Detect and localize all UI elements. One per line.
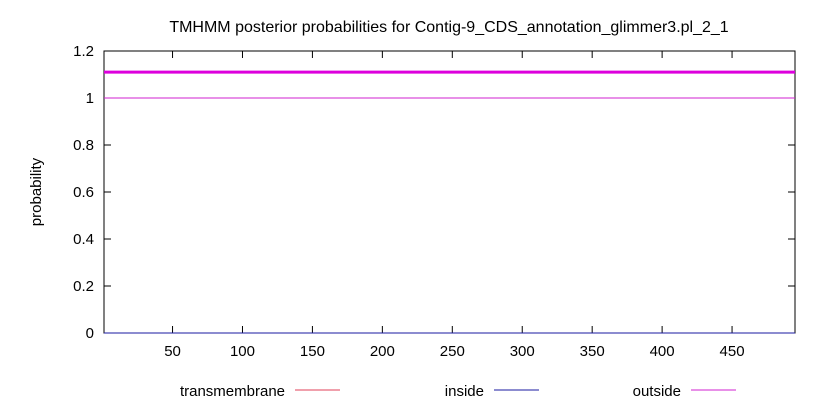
x-tick-label: 350 — [580, 343, 605, 360]
chart-title: TMHMM posterior probabilities for Contig… — [169, 19, 728, 36]
legend-label-transmembrane: transmembrane — [180, 383, 285, 400]
x-tick-label: 100 — [230, 343, 255, 360]
y-tick-label: 1.2 — [73, 43, 94, 60]
y-tick-label: 0.8 — [73, 137, 94, 154]
x-tick-label: 150 — [300, 343, 325, 360]
x-tick-label: 450 — [720, 343, 745, 360]
series-lines — [104, 70, 795, 334]
x-tick-label: 400 — [650, 343, 675, 360]
x-tick-label: 250 — [440, 343, 465, 360]
legend-label-outside: outside — [633, 383, 681, 400]
plot-frame — [103, 50, 796, 334]
y-axis: 0 0.2 0.4 0.6 0.8 1 1.2 — [73, 43, 795, 342]
y-tick-label: 0.2 — [73, 278, 94, 295]
x-tick-label: 200 — [370, 343, 395, 360]
legend-label-inside: inside — [445, 383, 484, 400]
y-tick-label: 1 — [86, 90, 94, 107]
legend: transmembrane inside outside — [180, 383, 736, 400]
y-tick-label: 0.4 — [73, 231, 94, 248]
y-tick-label: 0.6 — [73, 184, 94, 201]
x-tick-label: 300 — [510, 343, 535, 360]
x-tick-label: 50 — [164, 343, 181, 360]
y-axis-label: probability — [28, 157, 45, 226]
y-tick-label: 0 — [86, 325, 94, 342]
x-axis: 50 100 150 200 250 300 350 400 450 — [164, 51, 745, 360]
